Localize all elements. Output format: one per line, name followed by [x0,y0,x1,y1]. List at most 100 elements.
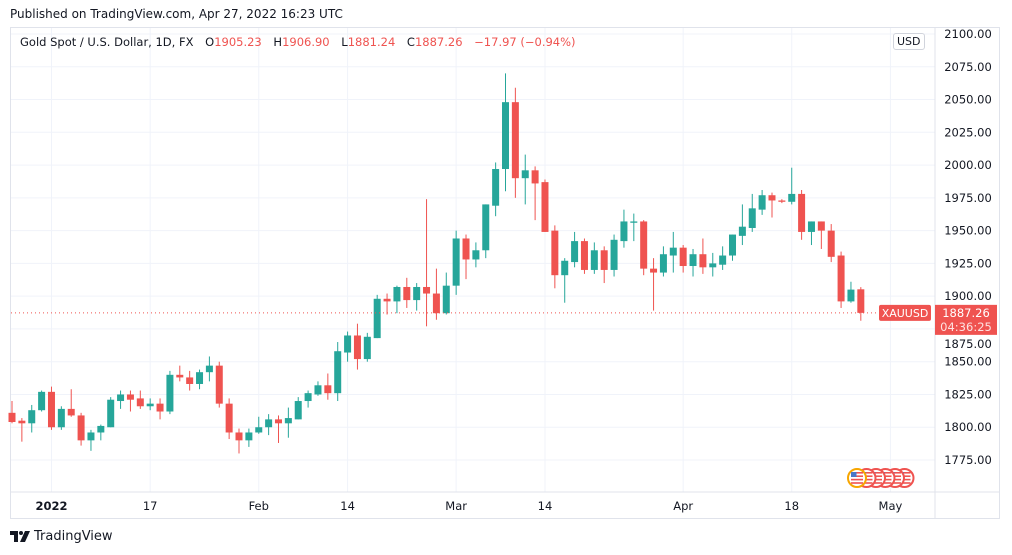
candle[interactable] [758,189,766,215]
candle[interactable] [659,246,667,277]
candle[interactable] [719,246,727,270]
candle[interactable] [304,390,312,408]
candle[interactable] [807,221,815,246]
candle[interactable] [215,361,223,408]
candle[interactable] [117,390,125,409]
candle[interactable] [393,285,401,314]
candle-body [719,255,727,265]
candle[interactable] [827,224,835,263]
candle[interactable] [580,238,588,274]
candle[interactable] [630,213,638,242]
candle[interactable] [38,390,46,412]
candle[interactable] [294,397,302,420]
candle[interactable] [28,404,36,433]
currency-badge[interactable]: USD [893,33,925,50]
candle[interactable] [344,331,352,362]
candle[interactable] [235,428,243,454]
candle[interactable] [472,242,480,268]
candle[interactable] [709,252,717,277]
candle[interactable] [413,283,421,311]
candle[interactable] [383,293,391,315]
candle[interactable] [738,204,746,246]
flag-stripe [860,472,873,474]
candle[interactable] [18,418,26,442]
candle[interactable] [571,231,579,268]
candle-body [551,230,559,276]
candle[interactable] [541,179,549,232]
candle[interactable] [126,390,134,412]
candle[interactable] [265,414,273,436]
candle[interactable] [87,429,95,451]
candle[interactable] [353,323,361,370]
candle[interactable] [403,277,411,308]
candle[interactable] [620,209,628,248]
candle[interactable] [650,258,658,311]
candle[interactable] [196,369,204,390]
candle[interactable] [561,258,569,303]
candle[interactable] [857,287,865,321]
candle[interactable] [768,192,776,218]
candle[interactable] [551,225,559,289]
candle[interactable] [166,370,174,415]
candle[interactable] [689,248,697,277]
candle[interactable] [798,189,806,240]
candle[interactable] [314,381,322,396]
candle-body [274,419,282,424]
candle[interactable] [748,193,756,232]
candle[interactable] [837,251,845,308]
candle[interactable] [334,342,342,402]
economic-events[interactable] [847,468,915,488]
candle[interactable] [462,234,470,280]
candle[interactable] [57,406,65,430]
candle[interactable] [146,398,154,411]
candle[interactable] [817,221,825,249]
candle[interactable] [274,415,282,443]
candle[interactable] [511,87,519,198]
candle[interactable] [47,386,55,430]
candle[interactable] [788,167,796,205]
candle[interactable] [284,407,292,438]
candle[interactable] [255,416,263,434]
candle[interactable] [847,281,855,303]
candle[interactable] [186,370,194,391]
candle[interactable] [729,234,737,261]
candle[interactable] [363,332,371,362]
candle[interactable] [492,162,500,217]
candle[interactable] [502,73,509,192]
candle[interactable] [8,401,16,424]
candle[interactable] [107,397,115,428]
candle[interactable] [324,373,332,400]
candle[interactable] [610,234,618,277]
candle[interactable] [442,272,450,315]
candle[interactable] [600,246,608,284]
candle[interactable] [590,242,598,274]
candle[interactable] [97,424,105,441]
candle-body [156,403,164,412]
candle[interactable] [531,166,539,221]
candle-body [729,234,737,256]
candle[interactable] [373,294,381,339]
candle[interactable] [669,231,677,273]
candle[interactable] [640,220,648,276]
candle[interactable] [136,390,144,409]
candle[interactable] [423,199,431,327]
candle[interactable] [77,412,85,446]
candle[interactable] [225,398,233,440]
tradingview-logo[interactable]: TradingView [10,529,113,544]
candle[interactable] [205,356,213,382]
candle[interactable] [521,154,529,205]
candle[interactable] [432,268,440,320]
candle[interactable] [679,245,687,273]
candle[interactable] [245,428,253,447]
candle[interactable] [67,389,75,417]
candle[interactable] [699,238,707,274]
candle[interactable] [482,204,490,259]
us-flag-icon[interactable] [847,468,867,488]
candle-body [798,193,806,232]
candle[interactable] [452,230,460,295]
candle[interactable] [778,199,786,204]
candle[interactable] [156,398,164,420]
candle-body [413,286,421,301]
candle[interactable] [176,365,184,382]
